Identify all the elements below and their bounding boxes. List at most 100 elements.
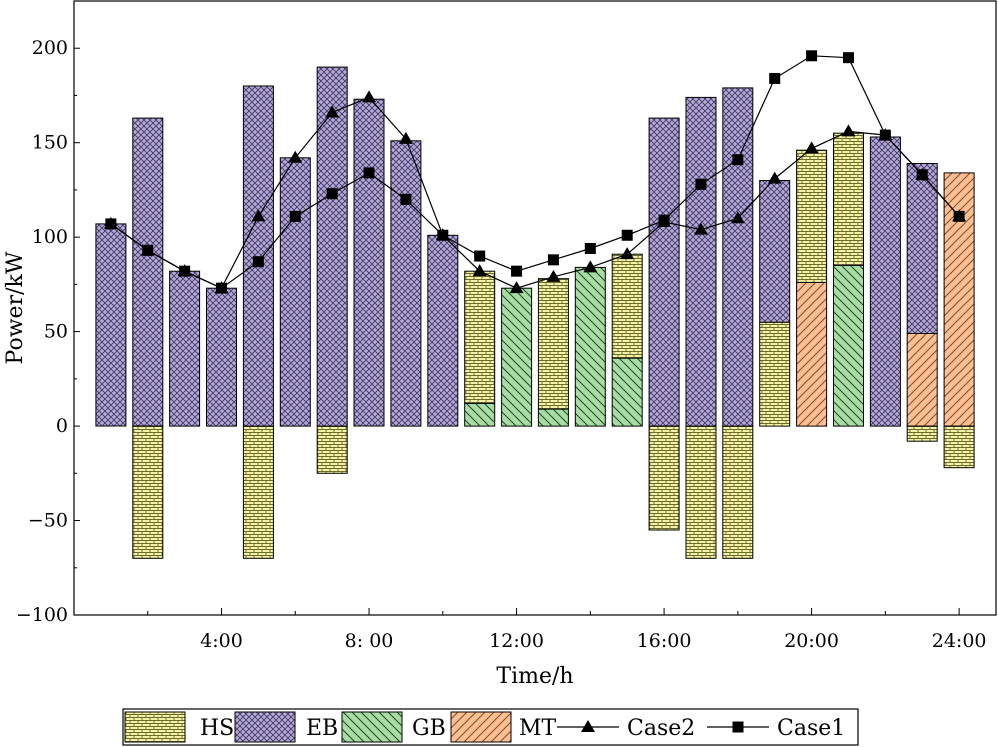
bar-mt-20 xyxy=(796,282,828,427)
point-case1-19 xyxy=(769,72,781,84)
bar-hs-18 xyxy=(722,425,754,559)
bar-hs-7 xyxy=(316,425,348,474)
point-case1-12 xyxy=(511,265,523,277)
bar-gb-13 xyxy=(537,408,569,427)
y-tick-label: 50 xyxy=(44,321,68,343)
y-tick-label: 150 xyxy=(32,132,68,154)
bar-hs-23 xyxy=(906,425,938,442)
point-case1-24 xyxy=(953,210,965,222)
bar-eb-10 xyxy=(427,234,459,427)
point-case1-9 xyxy=(400,193,412,205)
bars-layer xyxy=(95,66,975,559)
bar-hs-20 xyxy=(796,149,828,283)
x-tick-label: 8: 00 xyxy=(345,630,394,652)
point-case1-22 xyxy=(879,129,891,141)
bar-eb-16 xyxy=(648,117,680,427)
point-case2-9 xyxy=(398,131,413,144)
bar-gb-14 xyxy=(574,266,606,427)
bar-eb-3 xyxy=(169,270,201,427)
y-tick-label: 0 xyxy=(56,415,68,437)
bar-eb-4 xyxy=(206,287,237,427)
bar-eb-19 xyxy=(759,180,791,323)
legend-swatch-gb xyxy=(341,711,403,743)
legend-label-gb: GB xyxy=(412,716,446,741)
y-axis-title: Power/kW xyxy=(3,251,28,364)
x-tick-label: 12:00 xyxy=(489,630,544,652)
point-case2-5 xyxy=(251,209,266,222)
bar-gb-21 xyxy=(833,265,864,427)
bar-gb-12 xyxy=(501,287,533,427)
point-case2-15 xyxy=(620,247,635,260)
point-case2-8 xyxy=(362,90,377,103)
point-case1-6 xyxy=(289,210,301,222)
bar-hs-13 xyxy=(537,278,569,410)
bar-mt-23 xyxy=(906,333,938,427)
point-case1-21 xyxy=(842,52,854,64)
point-case1-20 xyxy=(806,50,818,62)
y-tick-label: 200 xyxy=(32,37,68,59)
x-tick-label: 16:00 xyxy=(637,630,692,652)
bar-hs-21 xyxy=(833,132,864,266)
point-case2-20 xyxy=(804,141,819,154)
bar-gb-15 xyxy=(611,357,643,427)
point-case2-17 xyxy=(693,222,708,235)
point-case2-14 xyxy=(583,260,598,273)
point-case1-7 xyxy=(326,188,338,200)
bar-eb-17 xyxy=(685,96,717,427)
bar-hs-19 xyxy=(759,321,791,427)
point-case1-11 xyxy=(474,250,486,262)
bar-eb-1 xyxy=(95,223,127,427)
legend: HS EB GB MT Case2 Case1 xyxy=(122,708,859,746)
lines-layer xyxy=(103,50,967,294)
point-case2-21 xyxy=(841,124,856,137)
y-tick-label: −50 xyxy=(28,510,68,532)
point-case1-1 xyxy=(105,218,117,230)
bar-eb-7 xyxy=(316,66,348,427)
axes-layer: −100 −50 0 50 100 150 200 4:00 8: 00 12:00 16:00 20… xyxy=(16,37,987,652)
point-case2-6 xyxy=(288,150,303,163)
legend-label-case2: Case2 xyxy=(627,716,695,741)
bar-eb-5 xyxy=(242,85,274,427)
y-tick-label: −100 xyxy=(16,604,68,626)
bar-eb-2 xyxy=(132,117,164,427)
bar-gb-11 xyxy=(464,402,496,427)
point-case2-19 xyxy=(767,171,782,184)
bar-hs-5 xyxy=(242,425,274,559)
bar-hs-2 xyxy=(132,425,164,559)
bar-hs-16 xyxy=(648,425,680,531)
bar-hs-24 xyxy=(943,425,975,469)
line-case2 xyxy=(110,96,960,289)
bar-eb-9 xyxy=(390,140,422,427)
x-axis-title: Time/h xyxy=(496,664,573,689)
y-tick-label: 100 xyxy=(32,226,68,248)
point-case1-18 xyxy=(732,154,744,166)
point-case2-13 xyxy=(546,269,561,282)
legend-label-mt: MT xyxy=(519,716,557,741)
bar-eb-18 xyxy=(722,87,754,427)
point-case2-12 xyxy=(509,281,524,294)
point-case2-7 xyxy=(325,105,340,118)
point-case1-17 xyxy=(695,178,707,190)
line-case1 xyxy=(110,55,960,289)
point-case1-8 xyxy=(363,167,375,179)
point-case1-23 xyxy=(916,169,928,181)
point-case1-14 xyxy=(584,242,596,254)
legend-swatch-eb xyxy=(234,711,296,743)
bar-eb-8 xyxy=(353,98,385,427)
bar-eb-22 xyxy=(869,136,901,427)
point-case2-11 xyxy=(472,264,487,277)
x-tick-label: 24:00 xyxy=(932,630,987,652)
x-tick-label: 4:00 xyxy=(200,630,243,652)
x-tick-label: 20:00 xyxy=(784,630,839,652)
point-case1-15 xyxy=(621,229,633,241)
bar-eb-6 xyxy=(279,157,311,427)
bar-hs-11 xyxy=(464,270,496,404)
point-case1-2 xyxy=(142,244,154,256)
legend-marker-triangle xyxy=(581,720,595,732)
point-case1-3 xyxy=(179,265,191,277)
legend-swatch-hs xyxy=(124,711,186,743)
legend-swatch-mt xyxy=(450,711,512,743)
point-case2-18 xyxy=(730,211,745,224)
legend-label-case1: Case1 xyxy=(777,716,845,741)
